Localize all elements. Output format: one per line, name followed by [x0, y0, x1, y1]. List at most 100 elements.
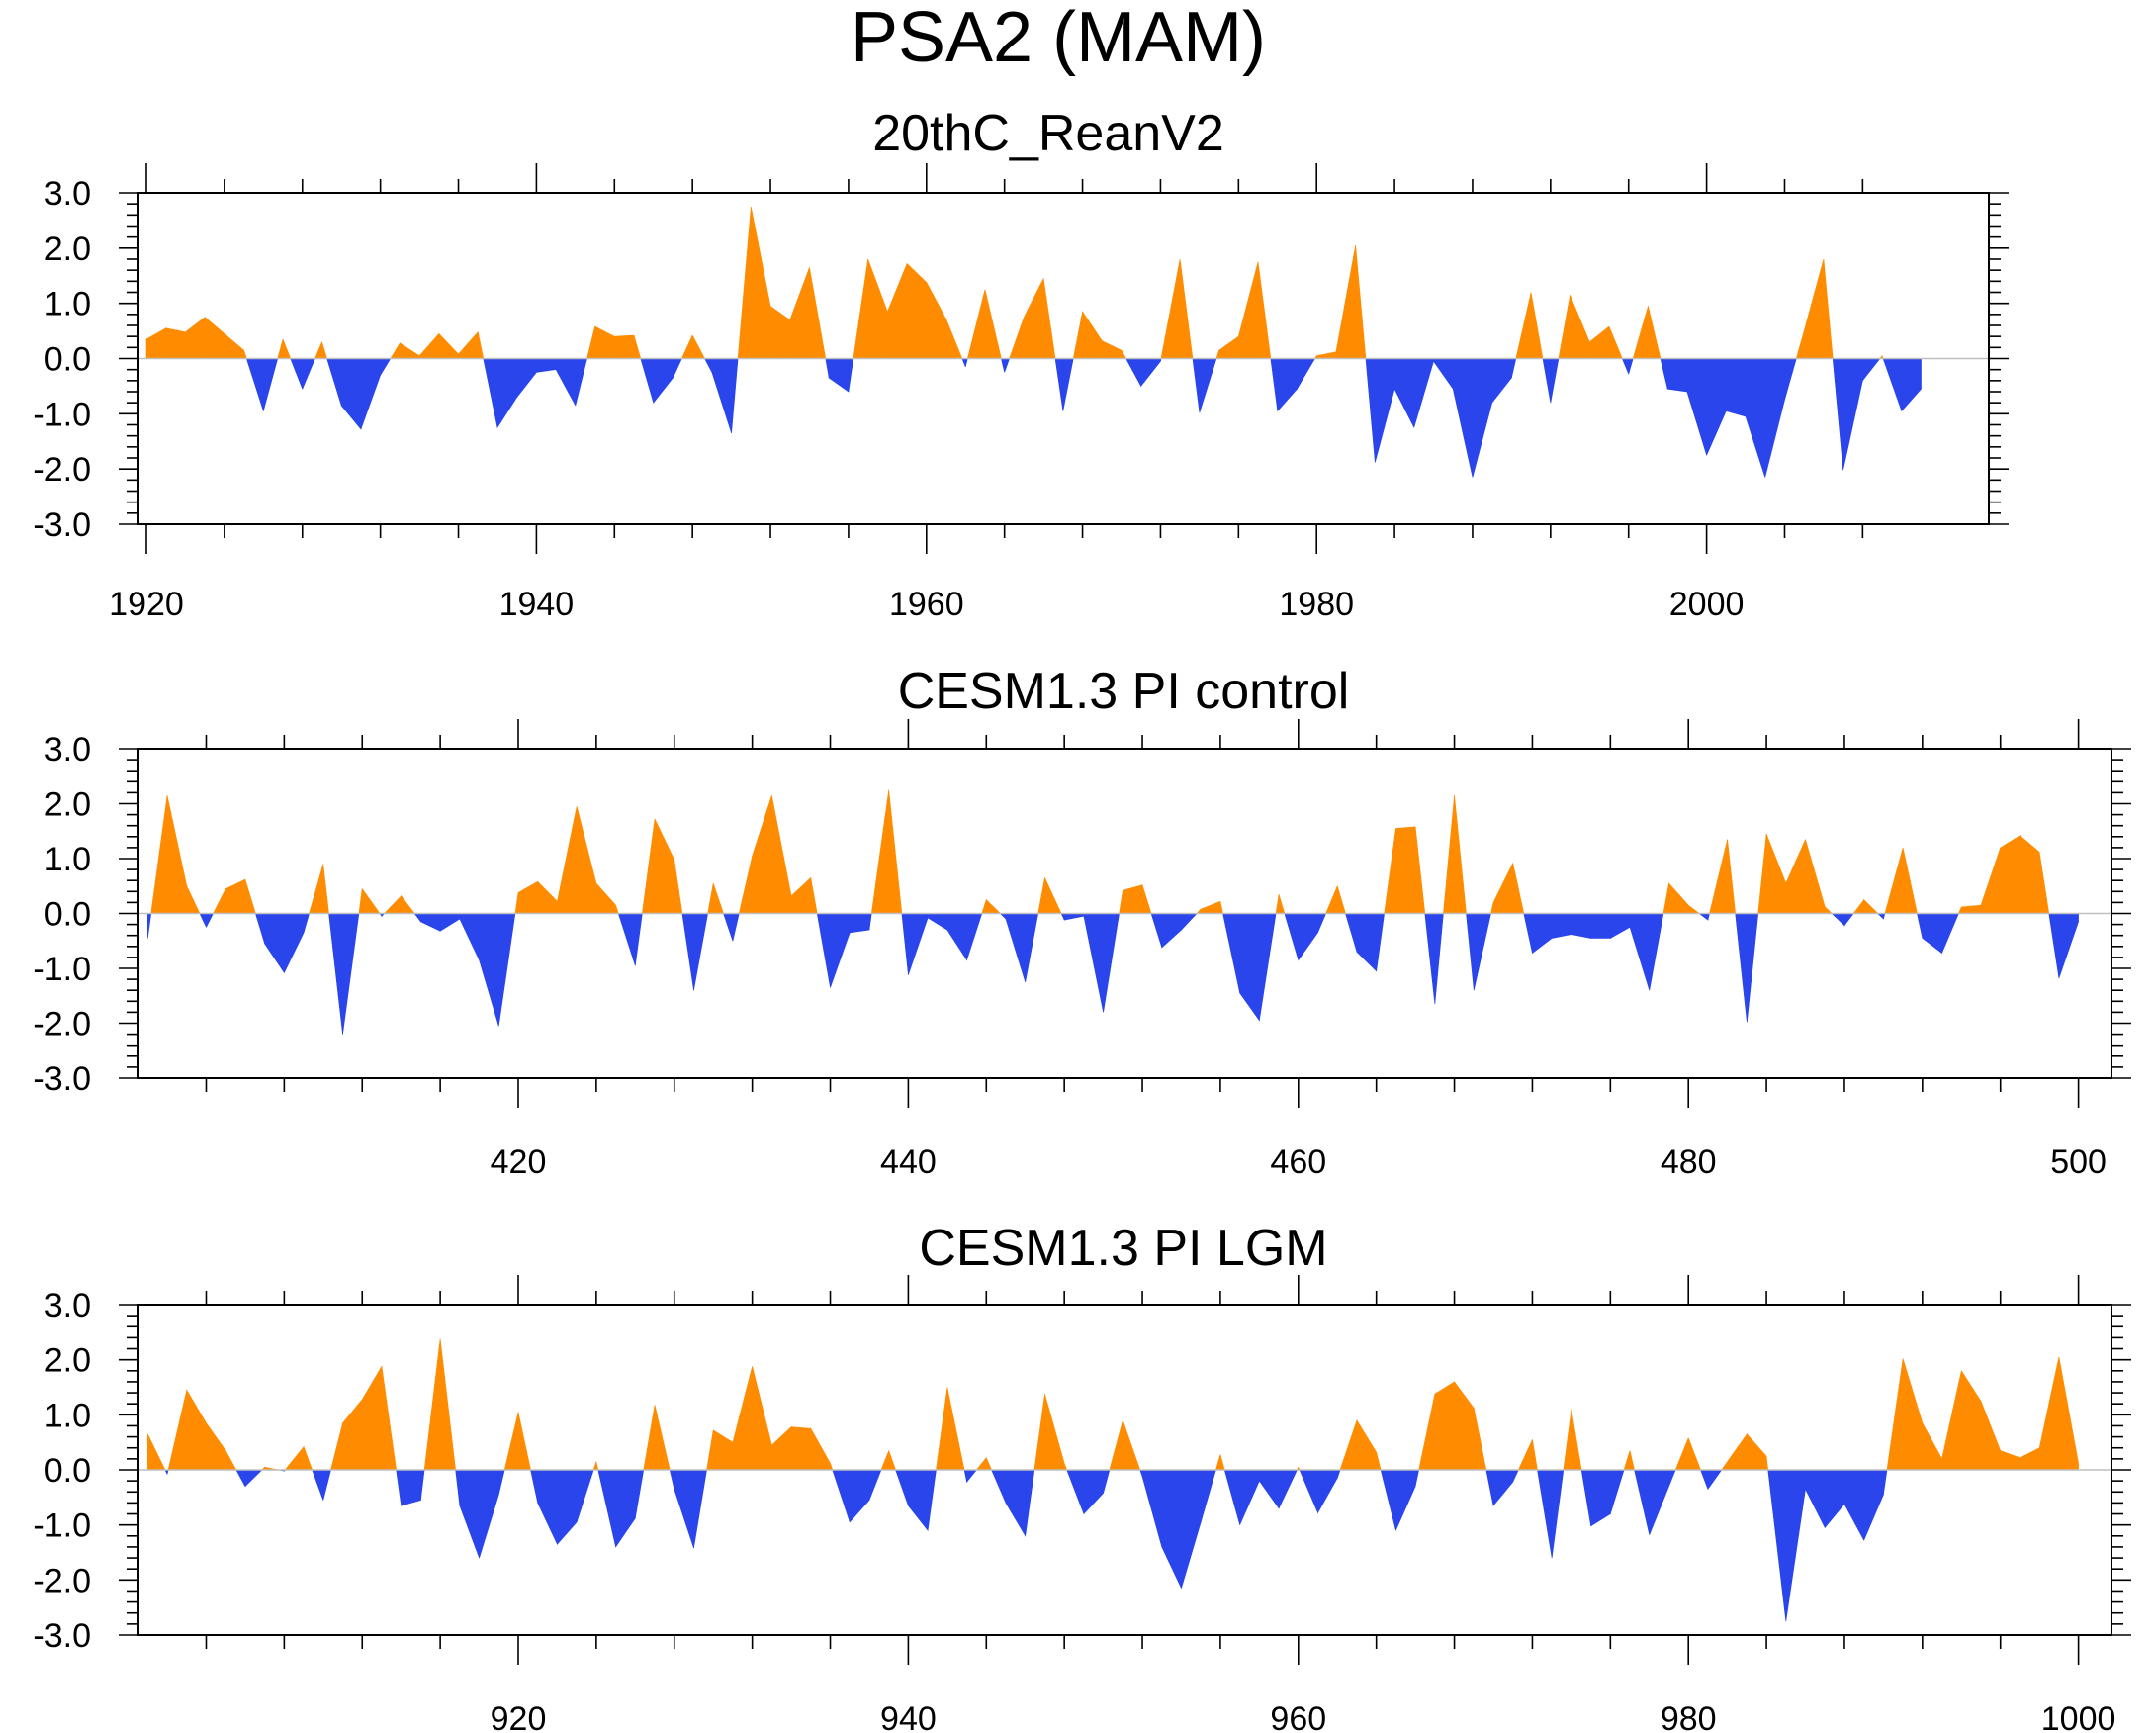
- positive-anomaly-area: [810, 877, 818, 914]
- positive-anomaly-area: [1278, 893, 1286, 914]
- negative-anomaly-area: [895, 1469, 909, 1506]
- negative-anomaly-area: [284, 913, 305, 973]
- negative-anomaly-area: [420, 1469, 425, 1501]
- figure-title: PSA2 (MAM): [851, 0, 1266, 77]
- negative-anomaly-area: [1001, 358, 1005, 373]
- y-tick-label: 1.0: [45, 286, 91, 323]
- positive-anomaly-area: [613, 334, 635, 359]
- negative-anomaly-area: [693, 1469, 707, 1549]
- negative-anomaly-area: [1181, 913, 1198, 931]
- negative-anomaly-area: [396, 1469, 402, 1506]
- negative-anomaly-area: [848, 358, 854, 393]
- positive-anomaly-area: [1336, 885, 1346, 914]
- positive-anomaly-area: [1757, 833, 1767, 914]
- negative-anomaly-area: [1284, 913, 1300, 960]
- positive-anomaly-area: [712, 1429, 734, 1471]
- negative-anomaly-area: [1686, 358, 1707, 456]
- negative-anomaly-area: [711, 358, 732, 433]
- negative-anomaly-area: [1550, 358, 1560, 404]
- positive-anomaly-area: [1532, 1439, 1538, 1471]
- positive-anomaly-area: [1629, 1450, 1635, 1471]
- negative-anomaly-area: [199, 913, 207, 928]
- negative-anomaly-area: [901, 913, 909, 975]
- positive-anomaly-area: [1384, 828, 1396, 914]
- positive-anomaly-area: [458, 330, 479, 359]
- positive-anomaly-area: [1517, 1439, 1533, 1471]
- positive-anomaly-area: [880, 1450, 889, 1471]
- panel-pi-lgm: CESM1.3 PI LGM -3.0 -2.0 -1.0 0.0 1.0 2.0 3.0 9…: [33, 1220, 2131, 1733]
- positive-anomaly-area: [615, 905, 619, 914]
- positive-anomaly-area: [1512, 863, 1525, 914]
- positive-anomaly-area: [1823, 258, 1834, 359]
- positive-anomaly-area: [888, 789, 903, 914]
- negative-anomaly-area: [303, 913, 310, 934]
- positive-anomaly-area: [790, 1426, 812, 1471]
- positive-anomaly-area: [1721, 1460, 1728, 1471]
- positive-anomaly-area: [514, 892, 519, 914]
- positive-anomaly-area: [706, 1429, 714, 1471]
- positive-anomaly-area: [1454, 1381, 1475, 1471]
- negative-anomaly-area: [991, 1469, 1007, 1504]
- negative-anomaly-area: [597, 1469, 616, 1547]
- positive-anomaly-area: [830, 1463, 834, 1471]
- negative-anomaly-area: [1466, 913, 1475, 991]
- negative-anomaly-area: [832, 1469, 851, 1522]
- positive-anomaly-area: [771, 1425, 792, 1471]
- positive-anomaly-area: [1160, 258, 1181, 359]
- negative-anomaly-area: [1551, 913, 1572, 939]
- negative-anomaly-area: [483, 358, 498, 428]
- positive-anomaly-area: [1315, 351, 1337, 359]
- negative-anomaly-area: [1336, 1469, 1341, 1479]
- negative-anomaly-area: [1842, 358, 1863, 471]
- negative-anomaly-area: [1393, 358, 1415, 428]
- positive-anomaly-area: [752, 795, 772, 914]
- x-tick-label: 920: [491, 1700, 547, 1733]
- positive-anomaly-area: [330, 1422, 343, 1471]
- negative-anomaly-area: [966, 913, 983, 960]
- y-tick-label: 2.0: [45, 230, 91, 268]
- negative-anomaly-area: [1259, 913, 1277, 1021]
- negative-anomaly-area: [575, 358, 587, 407]
- negative-anomaly-area: [1297, 358, 1316, 391]
- positive-anomaly-area: [418, 332, 440, 359]
- negative-anomaly-area: [1922, 913, 1942, 955]
- negative-anomaly-area: [825, 358, 830, 379]
- negative-anomaly-area: [1066, 1469, 1085, 1514]
- positive-anomaly-area: [423, 1338, 441, 1471]
- positive-anomaly-area: [309, 864, 324, 914]
- negative-anomaly-area: [1424, 913, 1436, 1005]
- negative-anomaly-area: [1103, 1469, 1111, 1494]
- positive-anomaly-area: [946, 1387, 965, 1471]
- positive-anomaly-area: [1727, 839, 1736, 914]
- positive-anomaly-area: [1395, 826, 1416, 914]
- positive-anomaly-area: [1563, 1409, 1572, 1471]
- positive-anomaly-area: [1414, 826, 1426, 914]
- positive-anomaly-area: [1418, 1394, 1436, 1471]
- positive-anomaly-area: [517, 1412, 531, 1471]
- positive-anomaly-area: [206, 1421, 226, 1471]
- negative-anomaly-area: [557, 1469, 578, 1545]
- y-tick-label: 1.0: [45, 1397, 91, 1434]
- positive-anomaly-area: [595, 882, 616, 914]
- positive-anomaly-area: [1200, 900, 1221, 914]
- negative-anomaly-area: [516, 358, 537, 399]
- negative-anomaly-area: [2058, 913, 2079, 979]
- positive-anomaly-area: [1215, 1454, 1221, 1471]
- positive-anomaly-area: [680, 334, 693, 359]
- positive-anomaly-area: [145, 327, 167, 359]
- positive-anomaly-area: [284, 1445, 305, 1471]
- negative-anomaly-area: [1365, 358, 1376, 463]
- negative-anomaly-area: [263, 358, 279, 411]
- negative-anomaly-area: [1376, 913, 1385, 971]
- positive-anomaly-area: [1803, 258, 1825, 359]
- positive-anomaly-area: [1355, 245, 1367, 359]
- positive-anomaly-area: [966, 289, 986, 359]
- negative-anomaly-area: [254, 913, 265, 945]
- positive-anomaly-area: [322, 864, 329, 914]
- positive-anomaly-area: [381, 1366, 397, 1471]
- positive-anomaly-area: [887, 263, 908, 359]
- x-tick-label: 480: [1661, 1143, 1717, 1181]
- positive-anomaly-area: [674, 860, 683, 914]
- positive-anomaly-area: [1454, 795, 1467, 914]
- positive-anomaly-area: [906, 262, 928, 359]
